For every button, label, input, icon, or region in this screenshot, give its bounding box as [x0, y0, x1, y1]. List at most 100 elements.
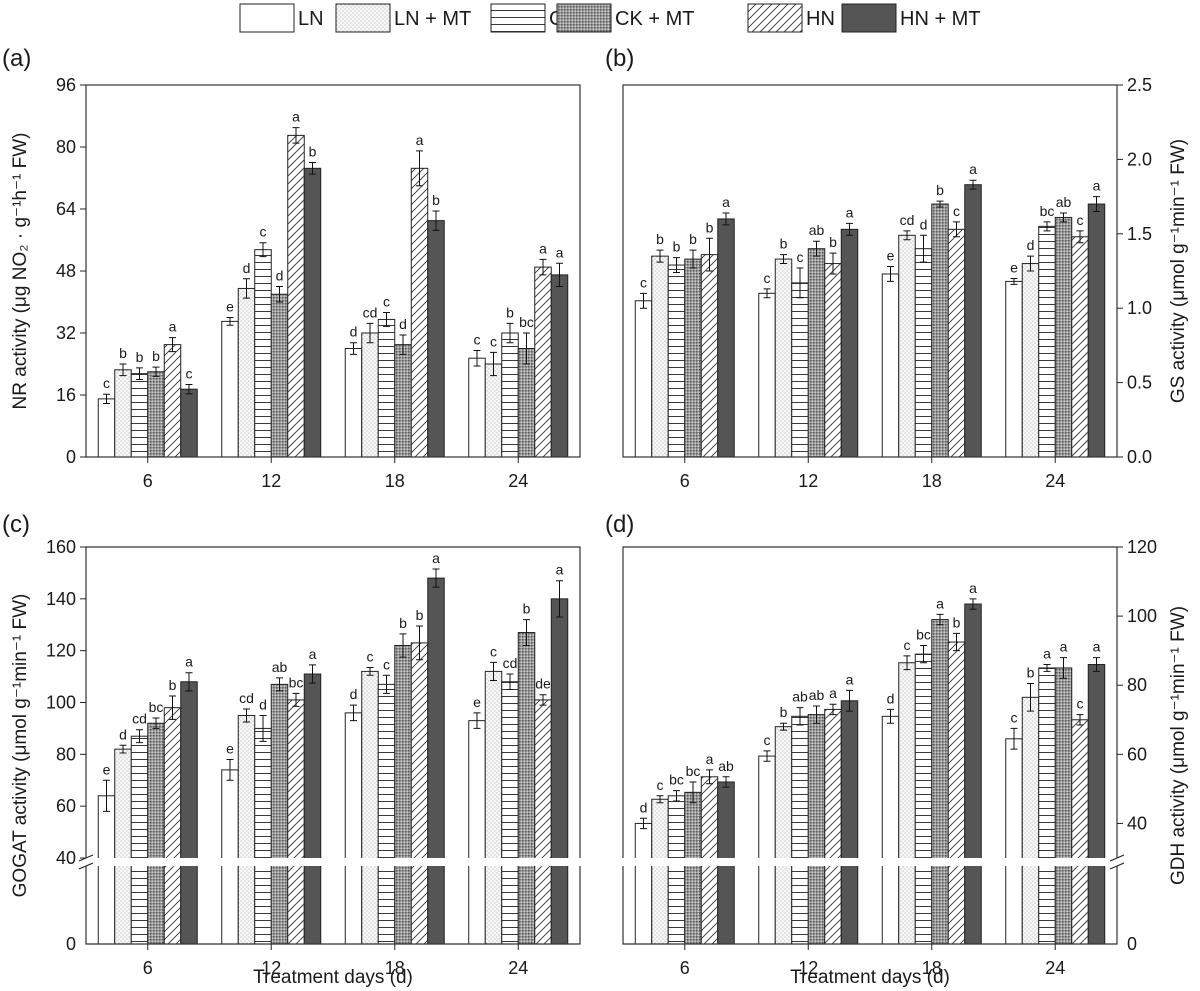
bar	[180, 681, 198, 945]
error-bar	[276, 286, 283, 303]
significance-letter: e	[226, 741, 234, 757]
bar	[468, 720, 486, 945]
error-bar	[383, 311, 390, 327]
bar	[237, 287, 256, 458]
x-tick-label: 12	[798, 471, 818, 491]
bar	[824, 263, 842, 458]
significance-letter: a	[706, 751, 714, 767]
bar	[163, 344, 182, 458]
bar	[774, 726, 793, 945]
y-tick-label: 120	[1127, 537, 1157, 557]
significance-letter: b	[169, 677, 177, 693]
significance-letter: b	[936, 182, 944, 198]
y-tick-label: 2.0	[1127, 149, 1152, 169]
bar	[1054, 216, 1073, 458]
error-bar	[539, 258, 547, 276]
significance-letter: b	[399, 615, 407, 631]
x-tick-label: 6	[143, 958, 153, 978]
bar	[774, 258, 793, 458]
x-tick-label: 18	[385, 958, 405, 978]
error-bar	[523, 619, 530, 646]
error-bar	[119, 363, 127, 377]
bar	[881, 273, 900, 458]
bar	[1071, 719, 1089, 945]
error-bar	[136, 729, 143, 744]
error-bar	[656, 795, 664, 804]
y-tick-label: 0	[66, 934, 76, 954]
bar	[130, 735, 149, 945]
error-bar	[169, 337, 176, 353]
bar	[344, 348, 363, 458]
bar	[914, 653, 933, 945]
significance-letter: ab	[809, 687, 825, 703]
bar	[147, 371, 165, 458]
error-bar	[185, 384, 193, 395]
bar	[947, 641, 966, 945]
error-bar	[1010, 277, 1018, 285]
significance-letter: d	[276, 268, 284, 284]
bar	[550, 598, 569, 945]
significance-letter: bc	[669, 772, 684, 788]
bar	[651, 798, 669, 945]
bar	[758, 292, 776, 458]
bar	[1087, 663, 1106, 945]
bar	[684, 791, 702, 945]
legend-swatch-hn	[747, 3, 803, 33]
significance-letter: b	[953, 614, 961, 630]
significance-letter: c	[186, 366, 193, 382]
error-bar	[763, 750, 771, 762]
legend-swatch-ln	[239, 3, 295, 33]
significance-letter: c	[474, 331, 481, 347]
error-bar	[416, 625, 423, 661]
legend-label: CK + MT	[615, 8, 694, 30]
significance-letter: cd	[900, 212, 915, 228]
bar	[898, 662, 916, 945]
error-bar	[936, 613, 944, 626]
x-tick-label: 18	[922, 958, 942, 978]
panel-label: (d)	[605, 511, 634, 538]
significance-letter: b	[673, 239, 681, 255]
error-bar	[780, 722, 787, 731]
y-tick-label: 80	[56, 744, 76, 764]
significance-letter: bc	[149, 699, 164, 715]
significance-letter: bc	[1040, 203, 1055, 219]
significance-letter: a	[969, 580, 977, 596]
significance-letter: e	[887, 248, 895, 264]
bar	[550, 274, 569, 458]
error-bar	[1010, 727, 1018, 750]
legend-swatch-ck-mt	[556, 3, 612, 33]
significance-letter: d	[640, 799, 648, 815]
error-bar	[953, 632, 960, 652]
error-bar	[169, 695, 176, 720]
significance-letter: d	[920, 216, 928, 232]
significance-letter: c	[904, 637, 911, 653]
bar	[130, 373, 149, 458]
bar	[534, 699, 552, 945]
bar	[807, 714, 826, 945]
bar	[758, 755, 776, 945]
error-bar	[350, 704, 357, 722]
bar	[517, 348, 536, 458]
bar	[427, 577, 445, 945]
error-bar	[119, 744, 127, 754]
significance-letter: de	[535, 676, 551, 692]
y-tick-label: 32	[56, 323, 76, 343]
error-bar	[152, 366, 160, 377]
error-bar	[780, 254, 787, 265]
bar	[303, 167, 322, 458]
error-bar	[656, 249, 664, 263]
bar	[287, 134, 305, 458]
error-bar	[383, 674, 390, 694]
bar	[180, 388, 198, 458]
significance-letter: e	[103, 761, 111, 777]
error-bar	[350, 342, 357, 355]
bar	[634, 822, 653, 945]
y-tick-label: 0.0	[1127, 447, 1152, 467]
significance-letter: b	[689, 231, 697, 247]
significance-letter: a	[416, 132, 424, 148]
bar	[898, 234, 916, 458]
x-tick-label: 24	[1045, 958, 1065, 978]
error-bar	[846, 222, 853, 236]
bar	[1005, 738, 1023, 945]
